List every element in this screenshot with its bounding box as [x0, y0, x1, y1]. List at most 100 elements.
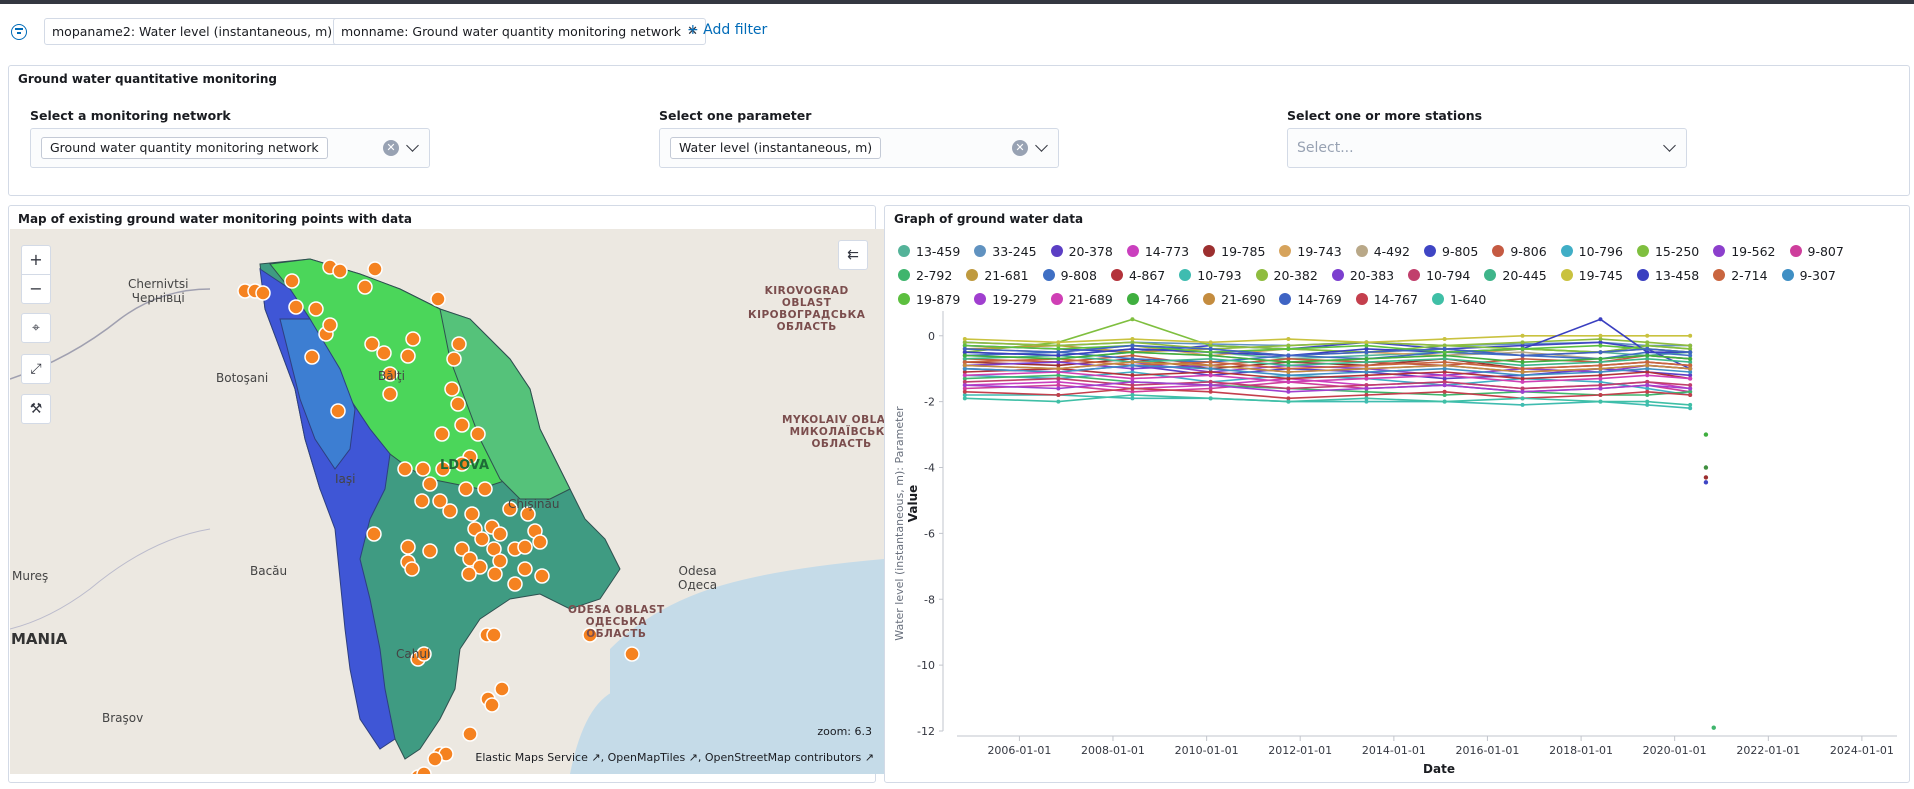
legend-item[interactable]: 9-806 — [1492, 242, 1547, 260]
legend-swatch — [1484, 269, 1497, 281]
legend-item[interactable]: 19-745 — [1560, 266, 1623, 284]
legend-item[interactable]: 19-743 — [1279, 242, 1342, 260]
data-point — [1645, 402, 1650, 407]
data-point — [1286, 343, 1291, 348]
legend-item[interactable]: 19-279 — [974, 290, 1037, 308]
legend-item[interactable]: 13-458 — [1636, 266, 1699, 284]
data-point — [1442, 346, 1447, 351]
parameter-combobox[interactable]: Water level (instantaneous, m) ✕ — [659, 128, 1059, 168]
clear-icon[interactable]: ✕ — [1012, 140, 1028, 156]
legend-item[interactable]: 19-879 — [898, 290, 960, 308]
data-point — [1645, 393, 1650, 398]
data-point — [1442, 356, 1447, 361]
legend-item[interactable]: 10-794 — [1408, 266, 1470, 284]
locate-button[interactable]: ⌖ — [21, 313, 51, 343]
map-attribution[interactable]: Elastic Maps Service ↗, OpenMapTiles ↗, … — [475, 751, 874, 764]
data-point — [1056, 356, 1061, 361]
legend-item[interactable]: 9-807 — [1789, 242, 1844, 260]
legend-item[interactable]: 19-785 — [1203, 242, 1265, 260]
legend-swatch — [1203, 245, 1216, 257]
legend-item[interactable]: 14-773 — [1126, 242, 1189, 260]
legend-item[interactable]: 20-383 — [1331, 266, 1395, 284]
legend-swatch — [974, 293, 987, 305]
tools-button[interactable]: ⚒ — [21, 394, 51, 424]
data-point — [1520, 376, 1525, 381]
place-label: Odesa Одеса — [678, 564, 718, 592]
legend-item[interactable]: 19-562 — [1713, 242, 1776, 260]
legend-item[interactable]: 14-766 — [1126, 290, 1190, 308]
data-point — [1645, 360, 1650, 365]
legend-item[interactable]: 2-792 — [898, 266, 952, 284]
legend-item[interactable]: 10-796 — [1560, 242, 1623, 260]
legend-item[interactable]: 21-681 — [966, 266, 1029, 284]
add-filter-button[interactable]: + Add filter — [687, 22, 768, 38]
legend-item[interactable]: 1-640 — [1431, 290, 1486, 308]
legend-item[interactable]: 9-307 — [1781, 266, 1836, 284]
filter-pill-monname[interactable]: monname: Ground water quantity monitorin… — [333, 18, 706, 45]
data-point — [1208, 383, 1213, 388]
legend-item[interactable]: 2-714 — [1713, 266, 1768, 284]
legend-swatch — [1408, 269, 1421, 281]
legend-item[interactable]: 9-808 — [1042, 266, 1097, 284]
data-point — [1364, 393, 1369, 398]
legend-label: 14-766 — [1144, 291, 1190, 307]
chevron-down-icon[interactable] — [1035, 139, 1048, 152]
chevron-down-icon[interactable] — [406, 139, 419, 152]
panel-title: Graph of ground water data — [894, 212, 1084, 226]
legend-swatch — [1255, 269, 1268, 281]
data-point — [1520, 369, 1525, 374]
y-axis-title: Water level (instantaneous, m): Paramete… — [893, 406, 906, 641]
legend-item[interactable]: 13-459 — [898, 242, 960, 260]
legend-item[interactable]: 10-793 — [1179, 266, 1242, 284]
legend-item[interactable]: 20-378 — [1050, 242, 1113, 260]
fullscreen-button[interactable]: ⤢ — [21, 354, 51, 384]
legend-item[interactable]: 4-492 — [1355, 242, 1410, 260]
data-point — [1130, 317, 1135, 322]
data-point — [962, 366, 967, 371]
data-point — [1703, 432, 1709, 437]
stations-combobox[interactable]: Select... — [1287, 128, 1687, 168]
legend-item[interactable]: 20-445 — [1484, 266, 1547, 284]
legend-item[interactable]: 4-867 — [1110, 266, 1165, 284]
legend-item[interactable]: 33-245 — [974, 242, 1037, 260]
data-point — [1645, 346, 1650, 351]
region-label: KIROVOGRAD OBLAST КІРОВОГРАДСЬКА ОБЛАСТЬ — [748, 285, 866, 333]
country-label: MANIA — [11, 630, 68, 648]
filter-icon[interactable] — [11, 24, 27, 40]
data-point — [962, 389, 967, 394]
filter-pill-mopaname2[interactable]: mopaname2: Water level (instantaneous, m… — [44, 18, 358, 45]
clear-icon[interactable]: ✕ — [383, 140, 399, 156]
zoom-out-button[interactable]: − — [21, 274, 51, 304]
legend-item[interactable]: 9-805 — [1424, 242, 1478, 260]
x-tick-label: 2008-01-01 — [1081, 744, 1145, 757]
data-point — [1520, 363, 1525, 368]
data-point — [1442, 366, 1447, 371]
layer-panel-collapse-button[interactable]: ⇇ — [838, 240, 868, 270]
filter-pill-label: monname: Ground water quantity monitorin… — [341, 24, 681, 39]
chevron-down-icon[interactable] — [1663, 139, 1676, 152]
map-canvas[interactable]: + − ⌖ ⤢ ⚒ ⇇ Chernivtsi Чернівці Botoşani… — [10, 229, 884, 774]
legend-item[interactable]: 15-250 — [1636, 242, 1699, 260]
legend-item[interactable]: 20-382 — [1255, 266, 1318, 284]
graph-panel: Graph of ground water data 13-459 33-245 2… — [884, 205, 1910, 783]
data-point — [1130, 346, 1135, 351]
data-point — [1130, 383, 1135, 388]
legend-item[interactable]: 14-767 — [1355, 290, 1418, 308]
legend-item[interactable]: 21-689 — [1050, 290, 1113, 308]
legend-item[interactable]: 14-769 — [1279, 290, 1342, 308]
x-axis-title: Date — [1423, 762, 1455, 776]
legend-item[interactable]: 21-690 — [1203, 290, 1265, 308]
data-point — [1130, 353, 1135, 358]
close-icon[interactable]: ✕ — [687, 24, 698, 39]
legend-label: 19-745 — [1578, 267, 1623, 283]
legend-label: 20-383 — [1349, 267, 1395, 283]
data-point — [1286, 373, 1291, 378]
legend-swatch — [1789, 245, 1802, 257]
network-combobox[interactable]: Ground water quantity monitoring network… — [30, 128, 430, 168]
y-axis-title-value: Value — [906, 485, 920, 523]
legend-label: 13-459 — [916, 243, 961, 259]
legend-swatch — [1126, 293, 1139, 305]
data-point — [1442, 337, 1447, 342]
legend-label: 20-445 — [1502, 267, 1547, 283]
zoom-in-button[interactable]: + — [21, 245, 51, 275]
